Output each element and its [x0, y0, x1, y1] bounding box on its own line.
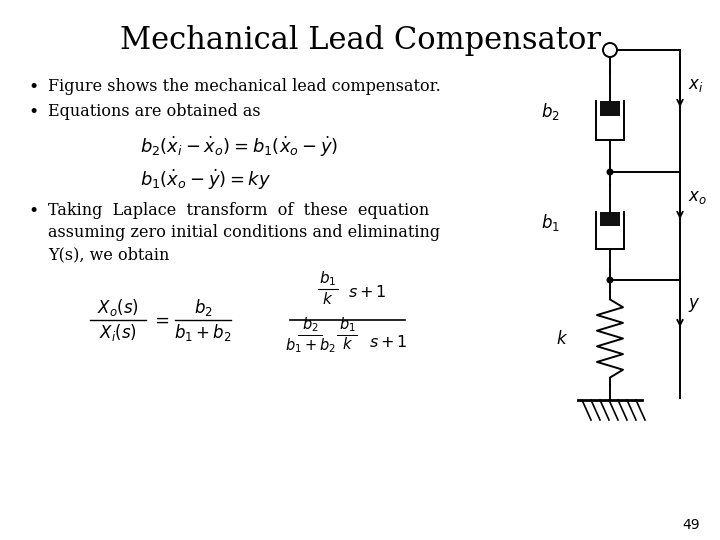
- Text: $b_2$: $b_2$: [194, 297, 212, 318]
- Text: $k$: $k$: [556, 329, 568, 348]
- Text: •: •: [28, 202, 38, 220]
- Text: $k$: $k$: [323, 291, 333, 307]
- Bar: [600, 212, 620, 226]
- Text: $x_i$: $x_i$: [688, 76, 703, 94]
- Circle shape: [603, 43, 617, 57]
- Text: $s + 1$: $s + 1$: [369, 334, 408, 350]
- Text: assuming zero initial conditions and eliminating: assuming zero initial conditions and eli…: [48, 224, 440, 241]
- Text: Mechanical Lead Compensator: Mechanical Lead Compensator: [120, 25, 600, 56]
- Text: $b_2(\dot{x}_i - \dot{x}_o) = b_1(\dot{x}_o - \dot{y})$: $b_2(\dot{x}_i - \dot{x}_o) = b_1(\dot{x…: [140, 135, 338, 159]
- Text: $b_2$: $b_2$: [302, 315, 318, 334]
- Text: $b_1 + b_2$: $b_1 + b_2$: [174, 322, 232, 343]
- Text: •: •: [28, 78, 38, 96]
- Text: $y$: $y$: [688, 296, 701, 314]
- Circle shape: [606, 276, 613, 284]
- Text: $b_1+b_2$: $b_1+b_2$: [284, 336, 336, 355]
- Text: $b_1$: $b_1$: [319, 269, 337, 288]
- Text: Y(s), we obtain: Y(s), we obtain: [48, 246, 169, 263]
- Text: 49: 49: [683, 518, 700, 532]
- Text: Taking  Laplace  transform  of  these  equation: Taking Laplace transform of these equati…: [48, 202, 429, 219]
- Text: $=$: $=$: [150, 311, 169, 329]
- Text: $b_1$: $b_1$: [338, 315, 356, 334]
- Text: $b_2$: $b_2$: [541, 102, 560, 123]
- Text: Equations are obtained as: Equations are obtained as: [48, 103, 261, 120]
- Text: $X_i(s)$: $X_i(s)$: [99, 322, 137, 343]
- Text: Figure shows the mechanical lead compensator.: Figure shows the mechanical lead compens…: [48, 78, 441, 95]
- Text: $b_1(\dot{x}_o - \dot{y}) = ky$: $b_1(\dot{x}_o - \dot{y}) = ky$: [140, 168, 271, 192]
- Circle shape: [606, 168, 613, 176]
- Text: $s + 1$: $s + 1$: [348, 284, 387, 300]
- Text: $X_o(s)$: $X_o(s)$: [97, 297, 139, 318]
- Text: $b_1$: $b_1$: [541, 212, 560, 233]
- Text: $k$: $k$: [341, 336, 353, 352]
- Bar: [600, 101, 620, 116]
- Text: $x_o$: $x_o$: [688, 188, 707, 206]
- Text: •: •: [28, 103, 38, 121]
